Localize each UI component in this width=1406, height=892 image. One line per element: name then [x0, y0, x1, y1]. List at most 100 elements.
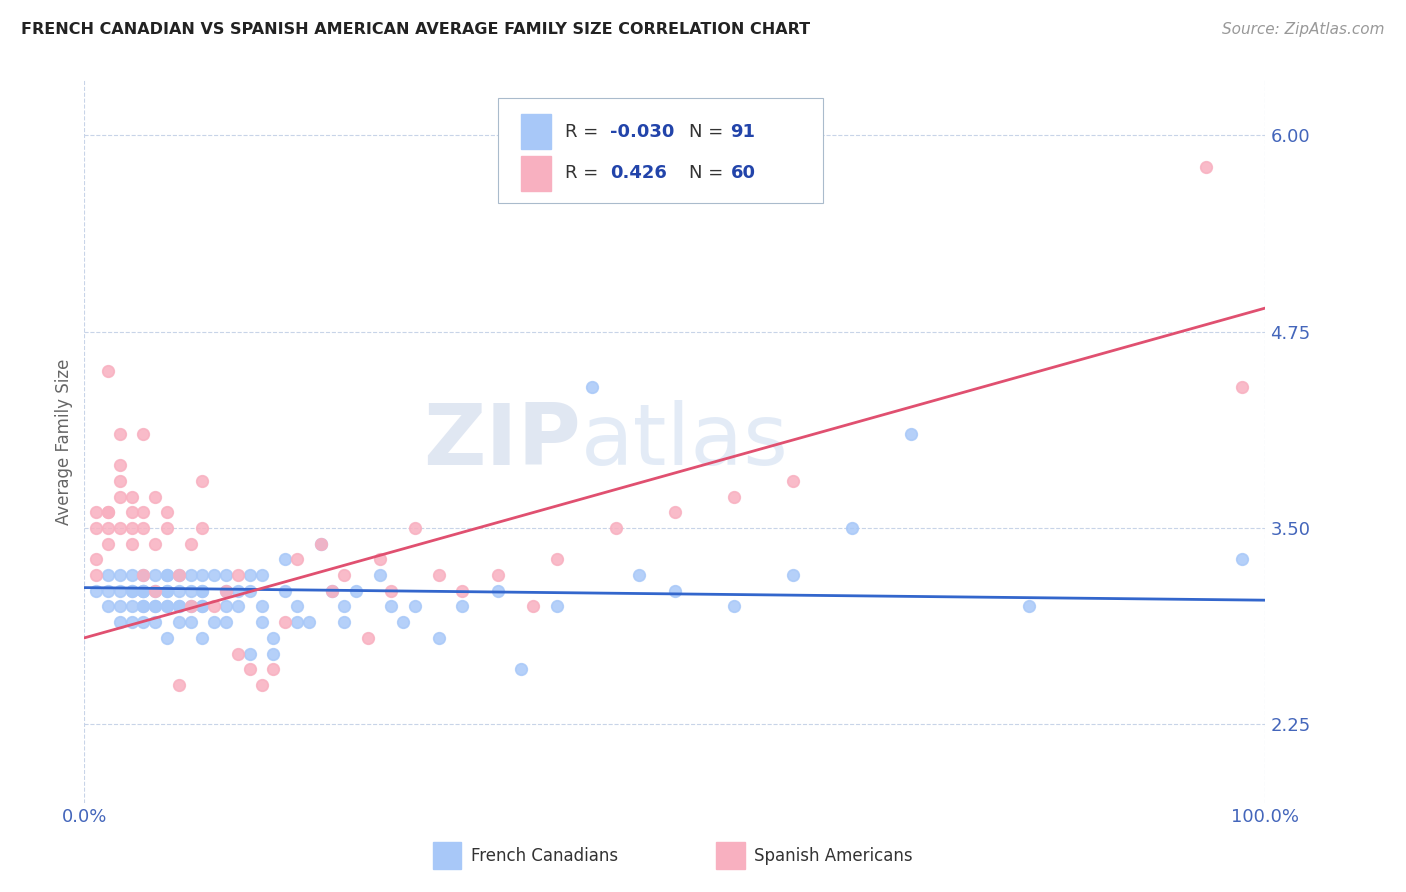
Point [285, 615, 308, 630]
Text: 91: 91 [730, 122, 755, 141]
Point [167, 583, 190, 598]
FancyBboxPatch shape [433, 842, 461, 870]
Point [156, 568, 179, 582]
Point [132, 599, 155, 614]
Point [108, 474, 131, 488]
Point [143, 536, 166, 550]
Point [1195, 160, 1218, 174]
Point [368, 568, 391, 582]
Point [143, 615, 166, 630]
Point [250, 568, 273, 582]
Point [215, 583, 238, 598]
Point [321, 583, 343, 598]
Point [404, 521, 426, 535]
Point [215, 615, 238, 630]
Point [121, 583, 143, 598]
Point [333, 568, 356, 582]
Point [180, 568, 202, 582]
Point [202, 615, 225, 630]
Point [226, 599, 249, 614]
Point [250, 678, 273, 692]
Point [841, 521, 863, 535]
Point [605, 521, 627, 535]
Point [97, 599, 120, 614]
Point [392, 615, 415, 630]
Point [239, 647, 262, 661]
Point [156, 505, 179, 519]
Point [180, 583, 202, 598]
Point [333, 615, 356, 630]
Point [581, 379, 603, 393]
Point [121, 615, 143, 630]
FancyBboxPatch shape [522, 114, 551, 149]
Point [250, 599, 273, 614]
Point [132, 615, 155, 630]
Point [546, 599, 568, 614]
Point [202, 599, 225, 614]
Point [167, 568, 190, 582]
Point [180, 599, 202, 614]
Point [664, 583, 686, 598]
Point [84, 505, 107, 519]
Point [108, 458, 131, 472]
Point [357, 631, 380, 645]
Point [97, 505, 120, 519]
Point [132, 505, 155, 519]
Point [191, 583, 214, 598]
Point [344, 583, 367, 598]
Point [108, 583, 131, 598]
Point [167, 678, 190, 692]
Point [226, 568, 249, 582]
Point [121, 490, 143, 504]
Point [143, 599, 166, 614]
Point [309, 536, 332, 550]
Point [782, 568, 804, 582]
Text: 60: 60 [730, 164, 755, 183]
Point [226, 647, 249, 661]
Point [143, 599, 166, 614]
Point [108, 615, 131, 630]
Point [121, 505, 143, 519]
Point [108, 490, 131, 504]
Point [191, 599, 214, 614]
Point [285, 552, 308, 566]
Point [451, 599, 474, 614]
Point [239, 662, 262, 676]
Point [368, 552, 391, 566]
Point [262, 662, 284, 676]
Point [723, 599, 745, 614]
Text: FRENCH CANADIAN VS SPANISH AMERICAN AVERAGE FAMILY SIZE CORRELATION CHART: FRENCH CANADIAN VS SPANISH AMERICAN AVER… [21, 22, 810, 37]
Point [180, 599, 202, 614]
Point [132, 583, 155, 598]
Text: -0.030: -0.030 [610, 122, 675, 141]
Point [215, 599, 238, 614]
Point [156, 583, 179, 598]
Point [191, 568, 214, 582]
Point [84, 521, 107, 535]
Text: Source: ZipAtlas.com: Source: ZipAtlas.com [1222, 22, 1385, 37]
Point [84, 552, 107, 566]
Point [121, 536, 143, 550]
Point [167, 568, 190, 582]
Point [156, 568, 179, 582]
Point [156, 599, 179, 614]
Point [132, 599, 155, 614]
Point [309, 536, 332, 550]
Point [108, 568, 131, 582]
Point [156, 631, 179, 645]
Y-axis label: Average Family Size: Average Family Size [55, 359, 73, 524]
Point [97, 505, 120, 519]
Point [191, 474, 214, 488]
Point [143, 568, 166, 582]
Point [97, 536, 120, 550]
Point [167, 615, 190, 630]
Point [97, 521, 120, 535]
Point [900, 426, 922, 441]
Point [97, 364, 120, 378]
Point [522, 599, 544, 614]
Point [191, 583, 214, 598]
Point [132, 583, 155, 598]
Point [121, 583, 143, 598]
Point [451, 583, 474, 598]
Point [262, 631, 284, 645]
